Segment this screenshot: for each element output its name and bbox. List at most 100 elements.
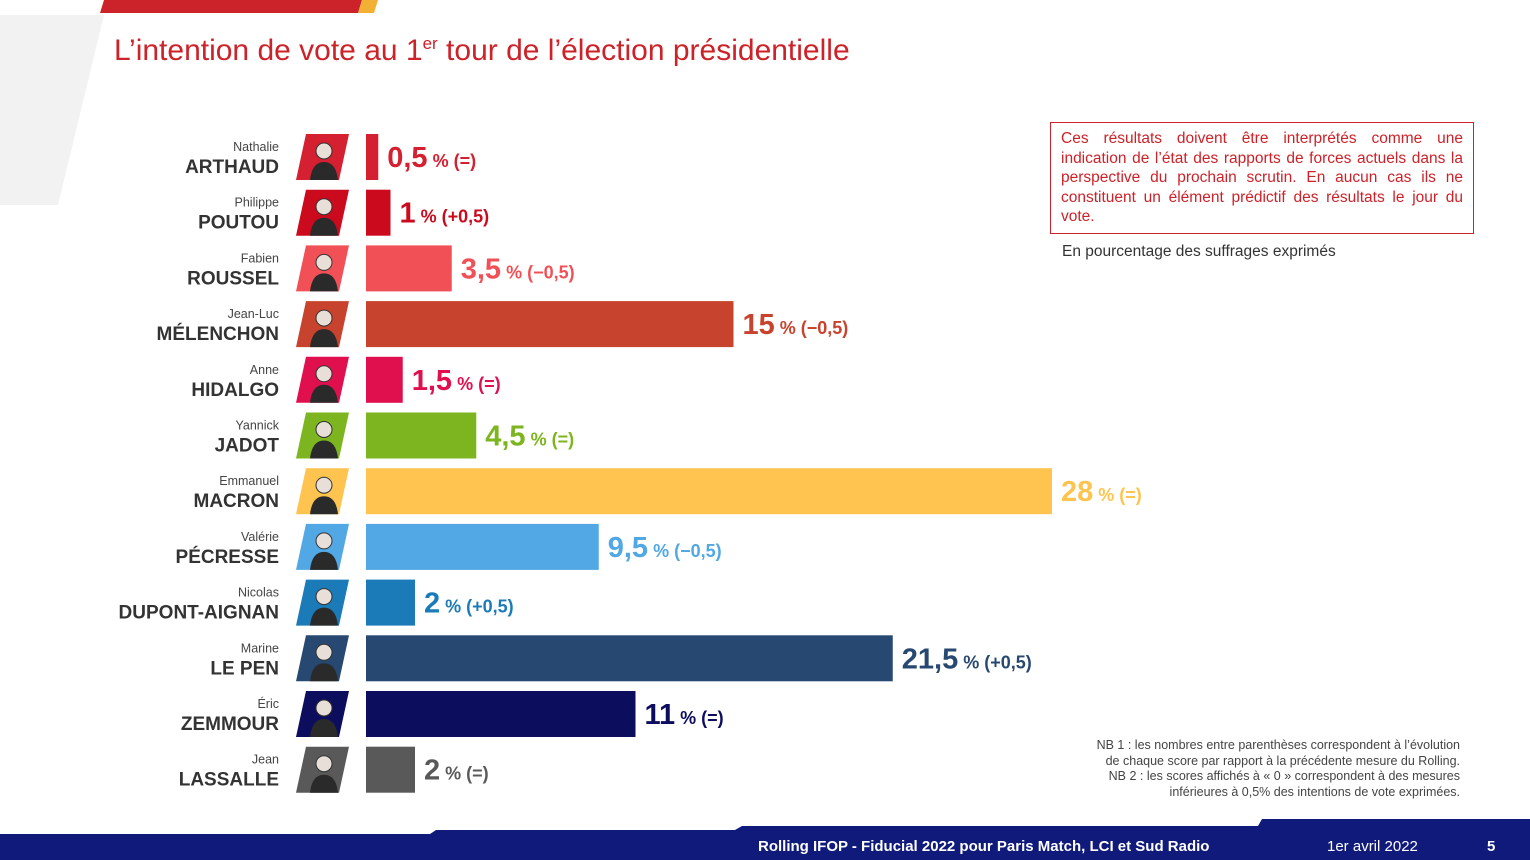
value-number: 28	[1061, 476, 1093, 508]
candidate-shoulders-icon	[310, 273, 338, 292]
footer-band	[0, 819, 1530, 860]
value-number: 11	[645, 699, 676, 731]
bar-roussel	[366, 245, 452, 292]
candidate-last-name: ZEMMOUR	[181, 714, 279, 735]
candidate-first-name: Valérie	[241, 530, 279, 544]
candidate-first-name: Jean	[252, 753, 279, 767]
value-label: 1,5% (=)	[412, 365, 501, 397]
value-label: 11% (=)	[645, 699, 724, 731]
candidate-first-name: Nicolas	[238, 586, 279, 600]
candidate-first-name: Nathalie	[233, 140, 279, 154]
candidate-first-name: Marine	[241, 641, 279, 655]
candidate-head-icon	[315, 365, 333, 383]
change-label: % (=)	[1098, 485, 1142, 505]
change-label: % (=)	[531, 430, 575, 450]
change-label: % (=)	[445, 764, 489, 784]
value-label: 28% (=)	[1061, 476, 1142, 508]
candidate-last-name: POUTOU	[198, 213, 279, 234]
change-label: % (=)	[433, 151, 477, 171]
footnotes: NB 1 : les nombres entre parenthèses cor…	[1097, 738, 1460, 800]
candidate-last-name: DUPONT-AIGNAN	[119, 603, 279, 624]
value-label: 9,5% (−0,5)	[608, 532, 722, 564]
change-label: % (+0,5)	[963, 652, 1032, 672]
candidate-shoulders-icon	[310, 217, 338, 236]
disclaimer-box: Ces résultats doivent être interprétés c…	[1050, 122, 1474, 234]
change-label: % (−0,5)	[506, 262, 575, 282]
page-number: 5	[1487, 838, 1496, 855]
bar-zemmour	[366, 691, 636, 737]
change-label: % (+0,5)	[445, 597, 514, 617]
bar-mlenchon	[366, 301, 734, 348]
candidate-last-name: LE PEN	[210, 658, 279, 679]
candidate-shoulders-icon	[310, 384, 338, 403]
candidate-head-icon	[315, 755, 333, 773]
bar-poutou	[366, 189, 391, 236]
page-title: L’intention de vote au 1er tour de l’éle…	[114, 34, 850, 67]
candidate-last-name: ROUSSEL	[187, 268, 279, 289]
value-label: 2% (+0,5)	[424, 588, 514, 620]
candidate-head-icon	[315, 198, 333, 216]
candidate-head-icon	[315, 699, 333, 717]
candidate-last-name: LASSALLE	[179, 770, 279, 791]
candidate-shoulders-icon	[310, 719, 338, 737]
value-number: 0,5	[387, 142, 427, 174]
value-number: 21,5	[902, 643, 958, 675]
candidate-shoulders-icon	[310, 551, 338, 570]
value-label: 21,5% (+0,5)	[902, 643, 1032, 675]
candidate-shoulders-icon	[310, 162, 338, 180]
bar-lassalle	[366, 746, 415, 793]
bar-jadot	[366, 412, 477, 459]
candidate-head-icon	[315, 253, 333, 271]
value-number: 1,5	[412, 365, 452, 397]
bar-hidalgo	[366, 356, 403, 403]
candidate-head-icon	[315, 532, 333, 550]
value-label: 4,5 % (=)	[485, 421, 574, 453]
footer-date: 1er avril 2022	[1327, 838, 1418, 855]
candidate-last-name: JADOT	[215, 436, 280, 457]
bar-dupontaignan	[366, 579, 415, 626]
candidate-last-name: PÉCRESSE	[176, 546, 279, 568]
candidate-head-icon	[315, 421, 333, 438]
candidate-first-name: Anne	[250, 363, 279, 377]
value-number: 15	[743, 309, 775, 341]
candidate-shoulders-icon	[310, 329, 338, 348]
change-label: % (=)	[680, 708, 724, 728]
value-label: 1% (+0,5)	[400, 198, 490, 230]
candidate-last-name: HIDALGO	[191, 380, 279, 401]
candidate-first-name: Philippe	[235, 196, 280, 210]
value-number: 3,5	[461, 253, 501, 285]
candidate-head-icon	[315, 476, 333, 494]
footnote-line: NB 2 : les scores affichés à « 0 » corre…	[1108, 769, 1460, 783]
bar-arthaud	[366, 134, 379, 180]
candidate-shoulders-icon	[310, 774, 338, 793]
candidate-shoulders-icon	[310, 496, 338, 515]
change-label: % (+0,5)	[421, 207, 490, 227]
value-number: 2	[424, 755, 440, 787]
candidate-head-icon	[315, 643, 333, 661]
bar-macron	[366, 468, 1052, 515]
value-number: 9,5	[608, 532, 648, 564]
footer-source: Rolling IFOP - Fiducial 2022 pour Paris …	[758, 838, 1210, 855]
candidate-first-name: Emmanuel	[219, 474, 279, 488]
footnote-line: de chaque score par rapport à la précéde…	[1105, 753, 1460, 768]
value-number: 4,5	[485, 421, 525, 453]
candidate-last-name: ARTHAUD	[185, 157, 279, 178]
change-label: % (=)	[457, 374, 501, 394]
candidate-head-icon	[315, 309, 333, 327]
candidate-shoulders-icon	[310, 607, 338, 626]
candidate-last-name: MACRON	[194, 491, 280, 512]
candidate-shoulders-icon	[310, 663, 338, 682]
footnote-line: inférieures à 0,5% des intentions de vot…	[1169, 784, 1460, 799]
value-number: 1	[400, 198, 416, 230]
value-label: 15% (−0,5)	[743, 309, 849, 341]
candidate-first-name: Éric	[257, 696, 279, 711]
change-label: % (−0,5)	[653, 541, 722, 561]
candidate-first-name: Jean-Luc	[228, 307, 279, 321]
candidate-first-name: Fabien	[241, 251, 279, 265]
footnote-line: NB 1 : les nombres entre parenthèses cor…	[1096, 738, 1460, 752]
change-label: % (−0,5)	[780, 318, 849, 338]
candidate-last-name: MÉLENCHON	[157, 323, 279, 345]
candidate-first-name: Yannick	[235, 419, 279, 433]
